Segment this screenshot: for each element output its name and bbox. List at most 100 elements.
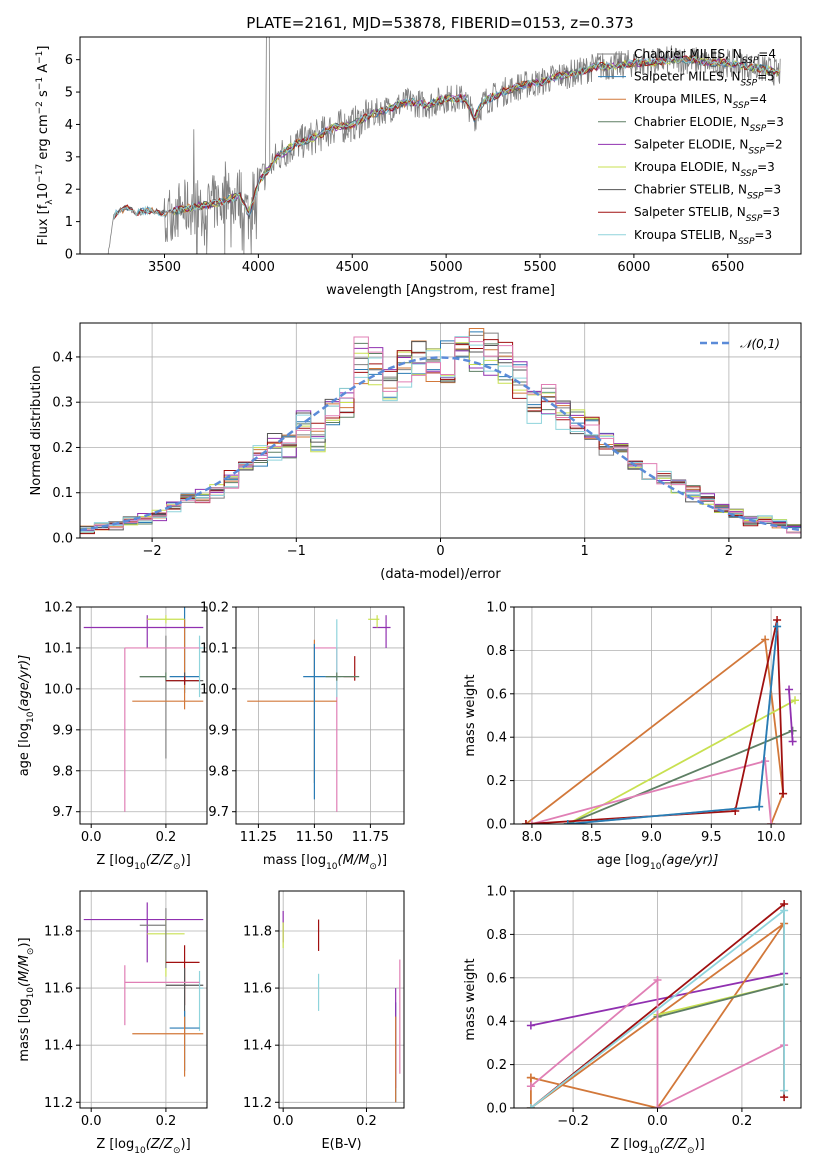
x-tick-label: 4500	[336, 260, 369, 275]
legend-entry: Kroupa MILES, NSSP=4	[634, 92, 767, 111]
y-tick-label: 9.7	[208, 805, 229, 820]
y-tick-label: 4	[65, 118, 73, 133]
wAge-x-label: age [log10(age/yr)]	[597, 853, 719, 872]
wZ-y-label: mass weight	[463, 958, 478, 1040]
wZ-marker	[526, 1104, 535, 1108]
age-mass-plot	[247, 615, 391, 812]
y-tick-label: 0.0	[486, 818, 507, 833]
x-tick-label: 0.2	[156, 1114, 177, 1129]
y-tick-label: 0.1	[52, 486, 73, 501]
y-tick-label: 11.8	[44, 924, 73, 939]
x-tick-label: 11.50	[296, 830, 333, 845]
x-tick-label: 6000	[617, 260, 650, 275]
wAge-frame	[513, 606, 802, 825]
x-tick-label: 0.0	[273, 1114, 294, 1129]
mass-Z-x-label: Z [log10(Z/Z⊙)]	[96, 1137, 190, 1156]
y-tick-label: 1	[65, 215, 73, 230]
mass-ebv-frame	[278, 890, 405, 1109]
y-tick-label: 2	[65, 183, 73, 198]
spectrum-legend: Chabrier MILES, NSSP=4 Salpeter MILES, NS…	[598, 47, 784, 247]
spectrum-y-label: Flux [fλ10−17 erg cm−2 s−1 A−1]	[35, 46, 55, 246]
wAge-marker	[527, 820, 536, 824]
y-tick-label: 0	[65, 248, 73, 263]
legend-entry: Kroupa ELODIE, NSSP=3	[634, 160, 775, 179]
mass_vs_Z-axes: 0.0 0.2 11.2 11.4 11.6 11.8	[44, 891, 207, 1129]
y-tick-label: 10.0	[44, 682, 73, 697]
wZ-marker	[526, 1073, 535, 1082]
residuals-axes: −2 −1 0 1 2 0.0 0.1 0.2 0.3 0.4	[52, 323, 801, 559]
y-tick-label: 0.2	[486, 1058, 507, 1073]
age-Z-frame	[79, 606, 208, 825]
wAge-line-0	[525, 637, 785, 824]
x-tick-label: −1	[287, 544, 306, 559]
wAge-line-3	[788, 689, 794, 742]
wZ-marker	[780, 1086, 789, 1095]
legend-entry: Salpeter ELODIE, NSSP=2	[634, 137, 783, 156]
x-tick-label: 5000	[430, 260, 463, 275]
mass_vs_ebv-axes: 0.0 0.2 11.2 11.4 11.6 11.8	[243, 891, 404, 1129]
spectrum-frame	[79, 36, 802, 255]
normal-curve	[80, 356, 801, 532]
y-tick-label: 11.6	[243, 982, 272, 997]
y-tick-label: 9.7	[52, 805, 73, 820]
wAge-marker	[755, 802, 764, 811]
y-tick-label: 11.2	[243, 1096, 272, 1111]
wZ-frame	[513, 890, 802, 1109]
y-tick-label: 11.4	[243, 1039, 272, 1054]
legend-entry: Chabrier STELIB, NSSP=3	[634, 183, 781, 202]
mass-Z-frame	[79, 890, 208, 1109]
y-tick-label: 9.9	[208, 723, 229, 738]
y-tick-label: 0.4	[486, 731, 507, 746]
age-Z-y-label: age [log10(age/yr)]	[17, 655, 36, 777]
y-tick-label: 0.8	[486, 644, 507, 659]
residuals-plot	[80, 327, 801, 538]
y-tick-label: 0.0	[486, 1102, 507, 1117]
x-tick-label: 0.0	[81, 1114, 102, 1129]
age-mass-x-label: mass [log10(M/M⊙)]	[263, 853, 387, 872]
weight_vs_Z-axes: −0.2 0.0 0.2 0.0 0.2 0.4 0.6 0.8 1.0	[486, 885, 801, 1129]
y-tick-label: 10.2	[44, 601, 73, 616]
wZ-line-5	[530, 978, 785, 1108]
x-tick-label: 0.0	[81, 830, 102, 845]
wAge-marker	[785, 685, 794, 694]
wAge-plot	[521, 616, 800, 824]
y-tick-label: 9.9	[52, 723, 73, 738]
legend-entry: Kroupa STELIB, NSSP=3	[634, 228, 772, 247]
spectrum-x-label: wavelength [Angstrom, rest frame]	[326, 283, 555, 298]
x-tick-label: 9.5	[701, 830, 722, 845]
residuals-y-label: Normed distribution	[29, 366, 44, 496]
wAge-marker	[788, 737, 797, 746]
age_vs_mass-axes: 11.25 11.50 11.75 9.7 9.8 9.9 10.0 10.1 10.2	[200, 601, 404, 845]
observed-spectrum	[107, 37, 781, 254]
y-tick-label: 1.0	[486, 601, 507, 616]
x-tick-label: 0.2	[356, 1114, 377, 1129]
legend-entry: Chabrier MILES, NSSP=4	[634, 47, 776, 66]
x-tick-label: 5500	[523, 260, 556, 275]
x-tick-label: 8.0	[522, 830, 543, 845]
y-tick-label: 6	[65, 53, 73, 68]
x-tick-label: 1	[581, 544, 589, 559]
wAge-line-2	[567, 729, 793, 824]
x-tick-label: 11.25	[240, 830, 277, 845]
x-tick-label: 3500	[148, 260, 181, 275]
legend-entry: Chabrier ELODIE, NSSP=3	[634, 115, 784, 134]
y-tick-label: 11.4	[44, 1039, 73, 1054]
y-tick-label: 5	[65, 86, 73, 101]
y-tick-label: 10.0	[200, 682, 229, 697]
x-tick-label: 0.0	[647, 1114, 668, 1129]
x-tick-label: −0.2	[557, 1114, 589, 1129]
y-tick-label: 0.6	[486, 971, 507, 986]
wAge-marker	[779, 789, 788, 798]
mass-ebv-x-label: E(B-V)	[321, 1137, 361, 1152]
y-tick-label: 1.0	[486, 885, 507, 900]
legend-normal-label: 𝒩(0,1)	[740, 337, 780, 351]
model-spectrum-8	[113, 56, 779, 220]
x-tick-label: 2	[725, 544, 733, 559]
legend-entry: Salpeter MILES, NSSP=5	[634, 70, 775, 89]
y-tick-label: 0.3	[52, 396, 73, 411]
wAge-line-7	[567, 626, 778, 824]
y-tick-label: 0.6	[486, 687, 507, 702]
wZ-x-label: Z [log10(Z/Z⊙)]	[610, 1137, 704, 1156]
residuals-frame	[79, 322, 802, 539]
y-tick-label: 9.8	[52, 764, 73, 779]
